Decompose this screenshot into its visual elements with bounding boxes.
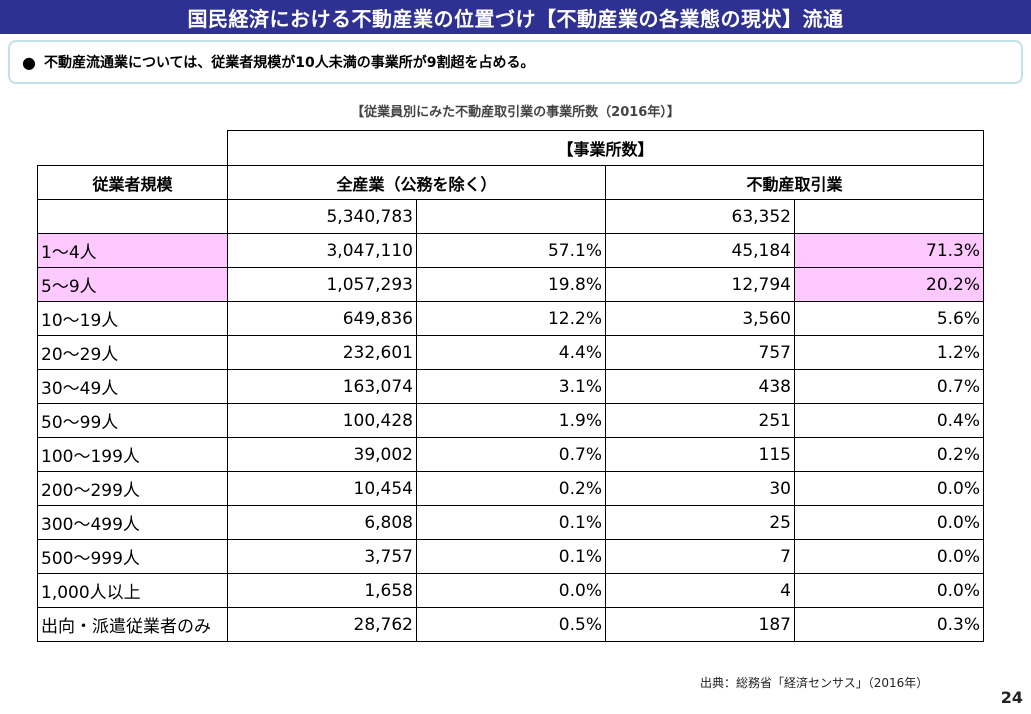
all-count-cell: 1,658 xyxy=(227,573,417,608)
table-row: 5～9人 1,057,293 19.8% 12,794 20.2% xyxy=(37,267,985,302)
total-all-pct xyxy=(416,199,606,234)
re-pct-cell: 0.0% xyxy=(793,505,985,540)
source-note: 出典：総務省「経済センサス」（2016年） xyxy=(700,676,929,690)
table-row: 10～19人 649,836 12.2% 3,560 5.6% xyxy=(37,301,985,336)
total-all-count: 5,340,783 xyxy=(227,199,417,234)
row-label-cell: 5～9人 xyxy=(37,267,228,302)
all-pct-cell: 0.2% xyxy=(416,471,606,506)
table-row: 500～999人 3,757 0.1% 7 0.0% xyxy=(37,539,985,574)
all-pct-cell: 57.1% xyxy=(416,233,606,268)
re-count-cell: 7 xyxy=(605,539,795,574)
table-group-header-row: 【事業所数】 xyxy=(37,130,985,166)
col-header-realestate: 不動産取引業 xyxy=(604,165,985,200)
re-count-cell: 251 xyxy=(605,403,795,438)
all-pct-cell: 3.1% xyxy=(416,369,606,404)
all-pct-cell: 0.1% xyxy=(416,505,606,540)
table-row: 1～4人 3,047,110 57.1% 45,184 71.3% xyxy=(37,233,985,268)
table-corner-cell xyxy=(37,130,228,166)
re-pct-cell: 0.3% xyxy=(793,607,985,642)
all-pct-cell: 1.9% xyxy=(416,403,606,438)
re-count-cell: 115 xyxy=(605,437,795,472)
col-header-all-industries: 全産業（公務を除く） xyxy=(227,165,606,200)
all-count-cell: 10,454 xyxy=(227,471,417,506)
all-count-cell: 232,601 xyxy=(227,335,417,370)
re-pct-cell: 1.2% xyxy=(793,335,985,370)
all-count-cell: 649,836 xyxy=(227,301,417,336)
re-count-cell: 438 xyxy=(605,369,795,404)
re-count-cell: 757 xyxy=(605,335,795,370)
total-re-count: 63,352 xyxy=(605,199,795,234)
re-pct-cell: 0.0% xyxy=(793,573,985,608)
row-label-cell: 20～29人 xyxy=(37,335,228,370)
re-count-cell: 187 xyxy=(605,607,795,642)
re-count-cell: 30 xyxy=(605,471,795,506)
all-pct-cell: 0.1% xyxy=(416,539,606,574)
all-pct-cell: 0.7% xyxy=(416,437,606,472)
establishments-table: 【事業所数】 従業者規模 全産業（公務を除く） 不動産取引業 5,340,783… xyxy=(37,130,985,642)
all-pct-cell: 0.0% xyxy=(416,573,606,608)
re-pct-cell: 0.0% xyxy=(793,471,985,506)
all-pct-cell: 0.5% xyxy=(416,607,606,642)
table-row: 30～49人 163,074 3.1% 438 0.7% xyxy=(37,369,985,404)
table-row: 20～29人 232,601 4.4% 757 1.2% xyxy=(37,335,985,370)
row-label-cell: 1,000人以上 xyxy=(37,573,228,608)
re-count-cell: 25 xyxy=(605,505,795,540)
row-label-cell: 10～19人 xyxy=(37,301,228,336)
row-label-cell: 500～999人 xyxy=(37,539,228,574)
table-row: 100～199人 39,002 0.7% 115 0.2% xyxy=(37,437,985,472)
table-row: 200～299人 10,454 0.2% 30 0.0% xyxy=(37,471,985,506)
re-pct-cell: 0.7% xyxy=(793,369,985,404)
table-header-row: 従業者規模 全産業（公務を除く） 不動産取引業 xyxy=(37,165,985,200)
total-re-pct xyxy=(793,199,985,234)
row-label-cell: 100～199人 xyxy=(37,437,228,472)
all-count-cell: 163,074 xyxy=(227,369,417,404)
row-label-cell: 50～99人 xyxy=(37,403,228,438)
table-row: 1,000人以上 1,658 0.0% 4 0.0% xyxy=(37,573,985,608)
all-count-cell: 100,428 xyxy=(227,403,417,438)
re-count-cell: 45,184 xyxy=(605,233,795,268)
summary-text: 不動産流通業については、従業者規模が10人未満の事業所が9割超を占める。 xyxy=(43,55,535,71)
all-count-cell: 39,002 xyxy=(227,437,417,472)
re-pct-cell: 20.2% xyxy=(793,267,985,302)
table-caption: 【従業員別にみた不動産取引業の事業所数（2016年）】 xyxy=(351,105,680,120)
re-pct-cell: 0.0% xyxy=(793,539,985,574)
bullet-icon: ● xyxy=(22,52,36,72)
re-pct-cell: 5.6% xyxy=(793,301,985,336)
summary-box: ● 不動産流通業については、従業者規模が10人未満の事業所が9割超を占める。 xyxy=(8,40,1023,84)
page-number: 24 xyxy=(1000,688,1023,707)
page-title: 国民経済における不動産業の位置づけ【不動産業の各業態の現状】流通 xyxy=(0,0,1031,34)
row-label-cell: 300～499人 xyxy=(37,505,228,540)
re-pct-cell: 0.2% xyxy=(793,437,985,472)
row-label-cell: 30～49人 xyxy=(37,369,228,404)
col-header-scale: 従業者規模 xyxy=(37,165,228,200)
re-pct-cell: 71.3% xyxy=(793,233,985,268)
all-pct-cell: 4.4% xyxy=(416,335,606,370)
all-pct-cell: 12.2% xyxy=(416,301,606,336)
all-count-cell: 1,057,293 xyxy=(227,267,417,302)
all-pct-cell: 19.8% xyxy=(416,267,606,302)
table-total-row: 5,340,783 63,352 xyxy=(37,199,985,234)
table-row: 出向・派遣従業者のみ 28,762 0.5% 187 0.3% xyxy=(37,607,985,642)
re-pct-cell: 0.4% xyxy=(793,403,985,438)
row-label-cell: 200～299人 xyxy=(37,471,228,506)
row-label-cell: 1～4人 xyxy=(37,233,228,268)
table-row: 50～99人 100,428 1.9% 251 0.4% xyxy=(37,403,985,438)
re-count-cell: 4 xyxy=(605,573,795,608)
total-label-cell xyxy=(37,199,228,234)
all-count-cell: 3,757 xyxy=(227,539,417,574)
group-header: 【事業所数】 xyxy=(226,130,985,166)
all-count-cell: 3,047,110 xyxy=(227,233,417,268)
re-count-cell: 12,794 xyxy=(605,267,795,302)
re-count-cell: 3,560 xyxy=(605,301,795,336)
table-row: 300～499人 6,808 0.1% 25 0.0% xyxy=(37,505,985,540)
all-count-cell: 28,762 xyxy=(227,607,417,642)
all-count-cell: 6,808 xyxy=(227,505,417,540)
row-label-cell: 出向・派遣従業者のみ xyxy=(37,607,228,642)
